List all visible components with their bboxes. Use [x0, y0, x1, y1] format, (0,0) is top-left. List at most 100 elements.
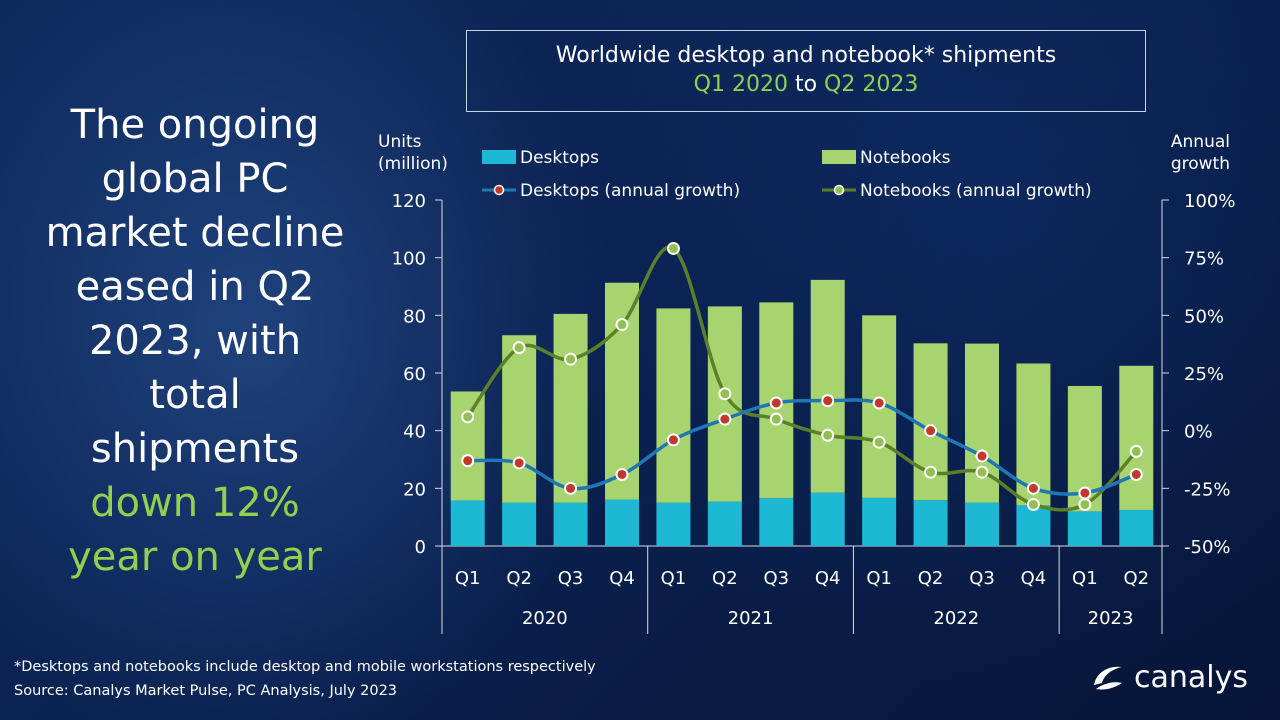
- desktops-growth-point: [1078, 486, 1092, 500]
- notebooks-growth-point: [924, 465, 938, 479]
- notebooks-bar: [502, 335, 537, 503]
- notebooks-bar: [656, 308, 691, 503]
- headline-line: total: [149, 372, 241, 418]
- x-tick-label: Q4: [1021, 568, 1047, 589]
- logo-text: canalys: [1134, 659, 1248, 695]
- desktops-bar: [759, 498, 794, 546]
- desktops-bar: [862, 497, 897, 546]
- notebooks-growth-point: [564, 352, 578, 366]
- desktops-growth-point: [666, 433, 680, 447]
- desktops-growth-point: [512, 456, 526, 470]
- notebooks-growth-point: [769, 412, 783, 426]
- desktops-growth-point: [769, 396, 783, 410]
- desktops-growth-point: [564, 481, 578, 495]
- subtitle-end: Q2 2023: [824, 72, 919, 97]
- desktops-growth-point: [872, 396, 886, 410]
- x-tick-label: Q3: [558, 568, 584, 589]
- left-tick-label: 120: [392, 191, 426, 212]
- notebooks-growth-point: [461, 410, 475, 424]
- right-tick-label: 0%: [1184, 422, 1213, 443]
- notebooks-growth-point: [1129, 444, 1143, 458]
- notebooks-bar: [450, 391, 485, 501]
- left-tick-label: 20: [403, 479, 426, 500]
- chart-title-box: Worldwide desktop and notebook* shipment…: [466, 30, 1146, 112]
- notebooks-growth-point: [821, 428, 835, 442]
- subtitle-start: Q1 2020: [693, 72, 788, 97]
- legend-marker: [833, 184, 845, 196]
- left-tick-label: 100: [392, 249, 426, 270]
- left-tick-label: 0: [415, 537, 426, 558]
- notebooks-growth-point: [975, 465, 989, 479]
- desktops-growth-point: [975, 449, 989, 463]
- legend-swatch: [482, 150, 516, 164]
- headline-line: The ongoing: [70, 102, 320, 148]
- chart-subtitle: Q1 2020 to Q2 2023: [467, 72, 1145, 97]
- desktops-bar: [810, 492, 845, 546]
- headline-line: shipments: [90, 426, 300, 472]
- desktops-bar: [502, 502, 537, 546]
- desktops-bar: [656, 502, 691, 546]
- year-label: 2020: [522, 608, 568, 629]
- headline-line: eased in Q2: [75, 264, 315, 310]
- right-tick-label: 50%: [1184, 306, 1224, 327]
- right-tick-label: 100%: [1184, 191, 1235, 212]
- desktops-bar: [1067, 511, 1102, 546]
- right-tick-label: -50%: [1184, 537, 1231, 558]
- desktops-bar: [605, 499, 639, 546]
- right-axis-title: Annual: [1171, 132, 1230, 152]
- desktops-bar: [913, 500, 948, 546]
- notebooks-growth-point: [1078, 497, 1092, 511]
- notebooks-growth-point: [1026, 497, 1040, 511]
- desktops-growth-point: [461, 454, 475, 468]
- right-tick-label: 75%: [1184, 249, 1224, 270]
- legend-label: Desktops: [520, 148, 599, 168]
- desktops-growth-point: [821, 394, 835, 408]
- headline-line: 2023, with: [88, 318, 302, 364]
- x-tick-label: Q2: [506, 568, 532, 589]
- left-tick-label: 40: [403, 422, 426, 443]
- headline-line: global PC: [101, 156, 289, 202]
- left-tick-label: 80: [403, 306, 426, 327]
- desktops-bar: [1016, 505, 1051, 546]
- x-tick-label: Q2: [1123, 568, 1149, 589]
- footnote-source: Source: Canalys Market Pulse, PC Analysi…: [14, 683, 398, 699]
- year-label: 2021: [728, 608, 774, 629]
- subtitle-mid: to: [794, 72, 818, 97]
- desktops-bar: [450, 500, 485, 546]
- desktops-growth-point: [615, 467, 629, 481]
- x-tick-label: Q1: [455, 568, 481, 589]
- legend-marker: [493, 184, 505, 196]
- legend-label: Desktops (annual growth): [520, 181, 740, 201]
- left-axis-title: Units: [378, 132, 422, 152]
- x-tick-label: Q3: [763, 568, 789, 589]
- desktops-growth-point: [1026, 481, 1040, 495]
- headline-line: market decline: [45, 210, 345, 256]
- left-tick-label: 60: [403, 364, 426, 385]
- year-label: 2023: [1088, 608, 1134, 629]
- desktops-bar: [707, 501, 742, 546]
- headline-accent-line: down 12%: [90, 480, 300, 526]
- desktops-bar: [553, 502, 588, 546]
- desktops-bar: [965, 502, 999, 546]
- footnote: *Desktops and notebooks include desktop …: [14, 655, 596, 703]
- notebooks-growth-point: [872, 435, 886, 449]
- desktops-growth-point: [1129, 467, 1143, 481]
- notebooks-bar: [553, 313, 588, 503]
- headline-accent-line: year on year: [68, 534, 322, 580]
- x-tick-label: Q2: [712, 568, 738, 589]
- canalys-logo: canalys: [1090, 655, 1248, 699]
- x-tick-label: Q4: [609, 568, 635, 589]
- notebooks-growth-point: [512, 341, 526, 355]
- notebooks-growth-point: [666, 241, 680, 255]
- x-tick-label: Q1: [1072, 568, 1098, 589]
- x-tick-label: Q4: [815, 568, 841, 589]
- x-tick-label: Q1: [661, 568, 687, 589]
- notebooks-bar: [1119, 365, 1154, 510]
- right-tick-label: -25%: [1184, 479, 1231, 500]
- year-label: 2022: [933, 608, 979, 629]
- x-tick-label: Q3: [969, 568, 995, 589]
- notebooks-bar: [810, 279, 845, 493]
- right-axis-title: growth: [1171, 154, 1230, 174]
- canalys-swoosh-icon: [1094, 666, 1122, 690]
